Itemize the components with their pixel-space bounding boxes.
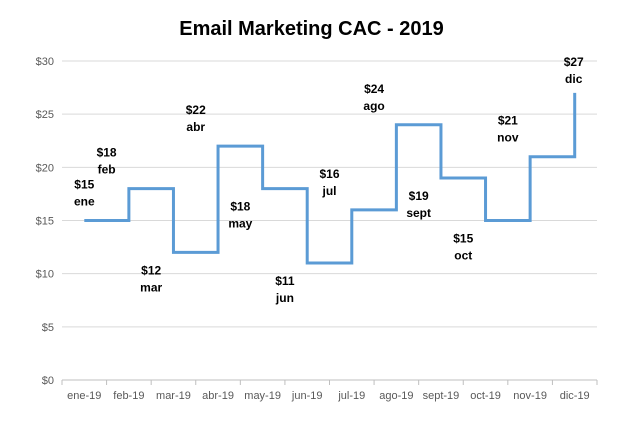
x-tick-label: jun-19 bbox=[291, 390, 323, 402]
y-tick-label: $15 bbox=[36, 216, 54, 228]
y-tick-label: $30 bbox=[36, 56, 54, 68]
data-label-month: jul bbox=[322, 184, 337, 198]
data-label-value: $24 bbox=[364, 82, 384, 96]
data-label-month: abr bbox=[186, 120, 205, 134]
x-tick-label: abr-19 bbox=[202, 390, 234, 402]
data-label-month: nov bbox=[497, 131, 519, 145]
y-tick-label: $25 bbox=[36, 109, 54, 121]
y-tick-label: $10 bbox=[36, 269, 54, 281]
y-tick-label: $0 bbox=[42, 375, 54, 387]
data-label-month: ago bbox=[363, 99, 384, 113]
data-label-month: jun bbox=[275, 291, 294, 305]
data-label-value: $12 bbox=[141, 263, 161, 277]
data-label-value: $16 bbox=[319, 167, 339, 181]
data-label-value: $22 bbox=[186, 103, 206, 117]
data-label-value: $21 bbox=[498, 114, 518, 128]
data-label-month: sept bbox=[406, 206, 431, 220]
data-label-value: $11 bbox=[275, 274, 295, 288]
x-tick-label: jul-19 bbox=[337, 390, 365, 402]
x-tick-label: nov-19 bbox=[513, 390, 547, 402]
x-tick-label: feb-19 bbox=[113, 390, 144, 402]
data-label-value: $15 bbox=[453, 232, 473, 246]
data-label-value: $27 bbox=[564, 55, 584, 69]
data-label-month: oct bbox=[454, 249, 472, 263]
data-label-value: $15 bbox=[74, 178, 94, 192]
data-label-value: $18 bbox=[230, 200, 250, 214]
data-label-value: $18 bbox=[97, 146, 117, 160]
data-label-month: dic bbox=[565, 72, 583, 86]
series-line bbox=[84, 92, 577, 265]
x-tick-label: oct-19 bbox=[470, 390, 501, 402]
x-tick-label: sept-19 bbox=[423, 390, 460, 402]
data-label-month: may bbox=[228, 217, 252, 231]
x-tick-label: may-19 bbox=[244, 390, 281, 402]
x-tick-label: mar-19 bbox=[156, 390, 191, 402]
x-tick-label: dic-19 bbox=[560, 390, 590, 402]
chart-title: Email Marketing CAC - 2019 bbox=[179, 18, 444, 40]
x-tick-label: ene-19 bbox=[67, 390, 101, 402]
x-tick-label: ago-19 bbox=[379, 390, 413, 402]
data-label-value: $19 bbox=[409, 189, 429, 203]
data-label-month: ene bbox=[74, 195, 95, 209]
y-tick-label: $20 bbox=[36, 162, 54, 174]
data-label-month: mar bbox=[140, 280, 162, 294]
data-label-month: feb bbox=[98, 163, 116, 177]
y-tick-label: $5 bbox=[42, 322, 54, 334]
